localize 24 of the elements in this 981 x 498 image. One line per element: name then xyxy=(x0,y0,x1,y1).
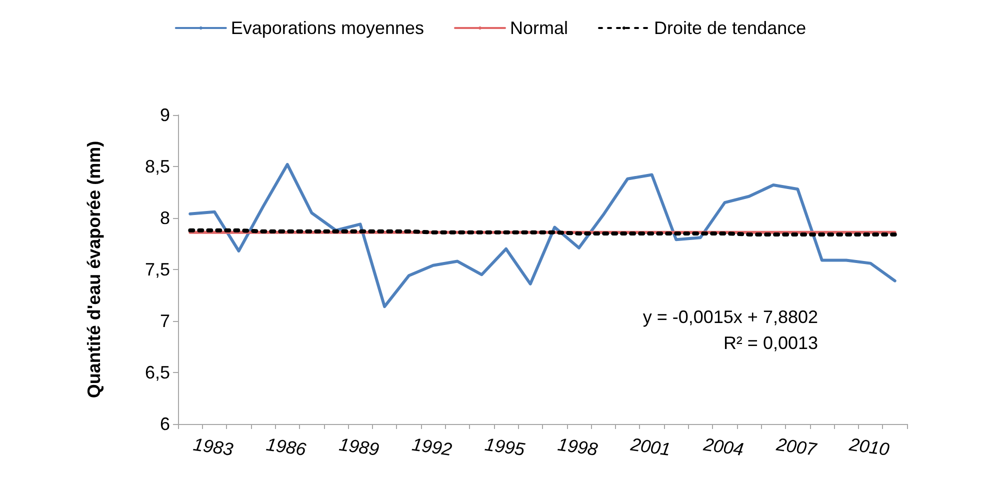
y-tick-label: 8 xyxy=(160,208,170,228)
x-tick-label: 2007 xyxy=(774,434,819,460)
x-tick-label: 1995 xyxy=(484,434,527,460)
y-tick-label: 6,5 xyxy=(144,362,170,382)
x-tick-label: 2010 xyxy=(847,434,891,460)
x-tick-label: 1992 xyxy=(410,434,454,460)
annotation: R² = 0,0013 xyxy=(723,333,818,353)
y-tick-label: 9 xyxy=(160,105,170,125)
x-tick-label: 1998 xyxy=(556,434,599,460)
annotation: y = -0,0015x + 7,8802 xyxy=(642,307,818,327)
line-series xyxy=(188,162,896,308)
y-tick-label: 7 xyxy=(160,311,170,331)
y-axis-title: Quantité d'eau évaporée (mm) xyxy=(84,140,104,398)
legend-label: Evaporations moyennes xyxy=(230,18,424,38)
y-tick-label: 6 xyxy=(160,414,170,434)
x-tick-label: 2004 xyxy=(701,434,745,460)
x-tick-label: 1983 xyxy=(192,434,234,460)
x-tick-label: 2001 xyxy=(628,434,672,460)
x-tick-label: 1986 xyxy=(264,434,308,460)
legend-label: Normal xyxy=(510,18,568,38)
legend-label: Droite de tendance xyxy=(654,18,806,38)
y-tick-label: 7,5 xyxy=(144,260,170,280)
x-tick-label: 1989 xyxy=(338,434,380,460)
y-tick-label: 8,5 xyxy=(144,156,170,176)
